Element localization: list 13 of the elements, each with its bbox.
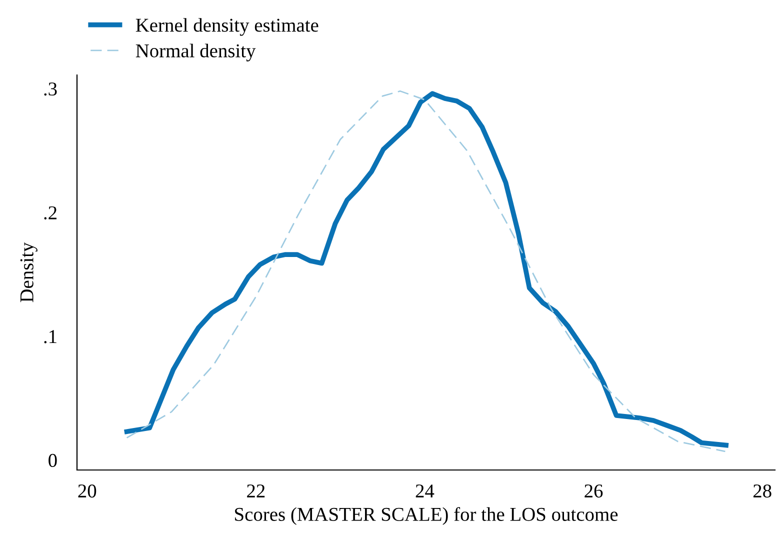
x-axis-title: Scores (MASTER SCALE) for the LOS outcome [235, 507, 618, 525]
x-tick-label: 28 [753, 484, 772, 498]
x-tick-label: 20 [78, 484, 96, 498]
y-tick-label: 0 [48, 454, 57, 468]
y-tick-label: .1 [44, 330, 56, 344]
y-tick-label: .2 [44, 206, 56, 220]
x-tick-label: 24 [416, 484, 434, 498]
x-tick-label: 26 [584, 484, 603, 498]
x-tick-label: 22 [247, 484, 265, 498]
y-tick-label: .3 [44, 82, 57, 96]
legend-label: Kernel density estimate [136, 18, 318, 36]
y-axis-title: Density [20, 242, 38, 302]
legend-label: Normal density [136, 44, 256, 62]
